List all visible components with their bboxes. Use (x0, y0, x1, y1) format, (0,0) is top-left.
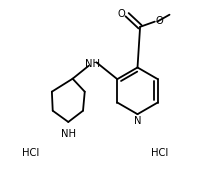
Text: NH: NH (85, 59, 100, 69)
Text: N: N (134, 116, 141, 126)
Text: HCl: HCl (151, 148, 169, 158)
Text: NH: NH (61, 129, 76, 139)
Text: HCl: HCl (23, 148, 40, 158)
Text: O: O (117, 9, 125, 19)
Text: O: O (156, 16, 164, 26)
